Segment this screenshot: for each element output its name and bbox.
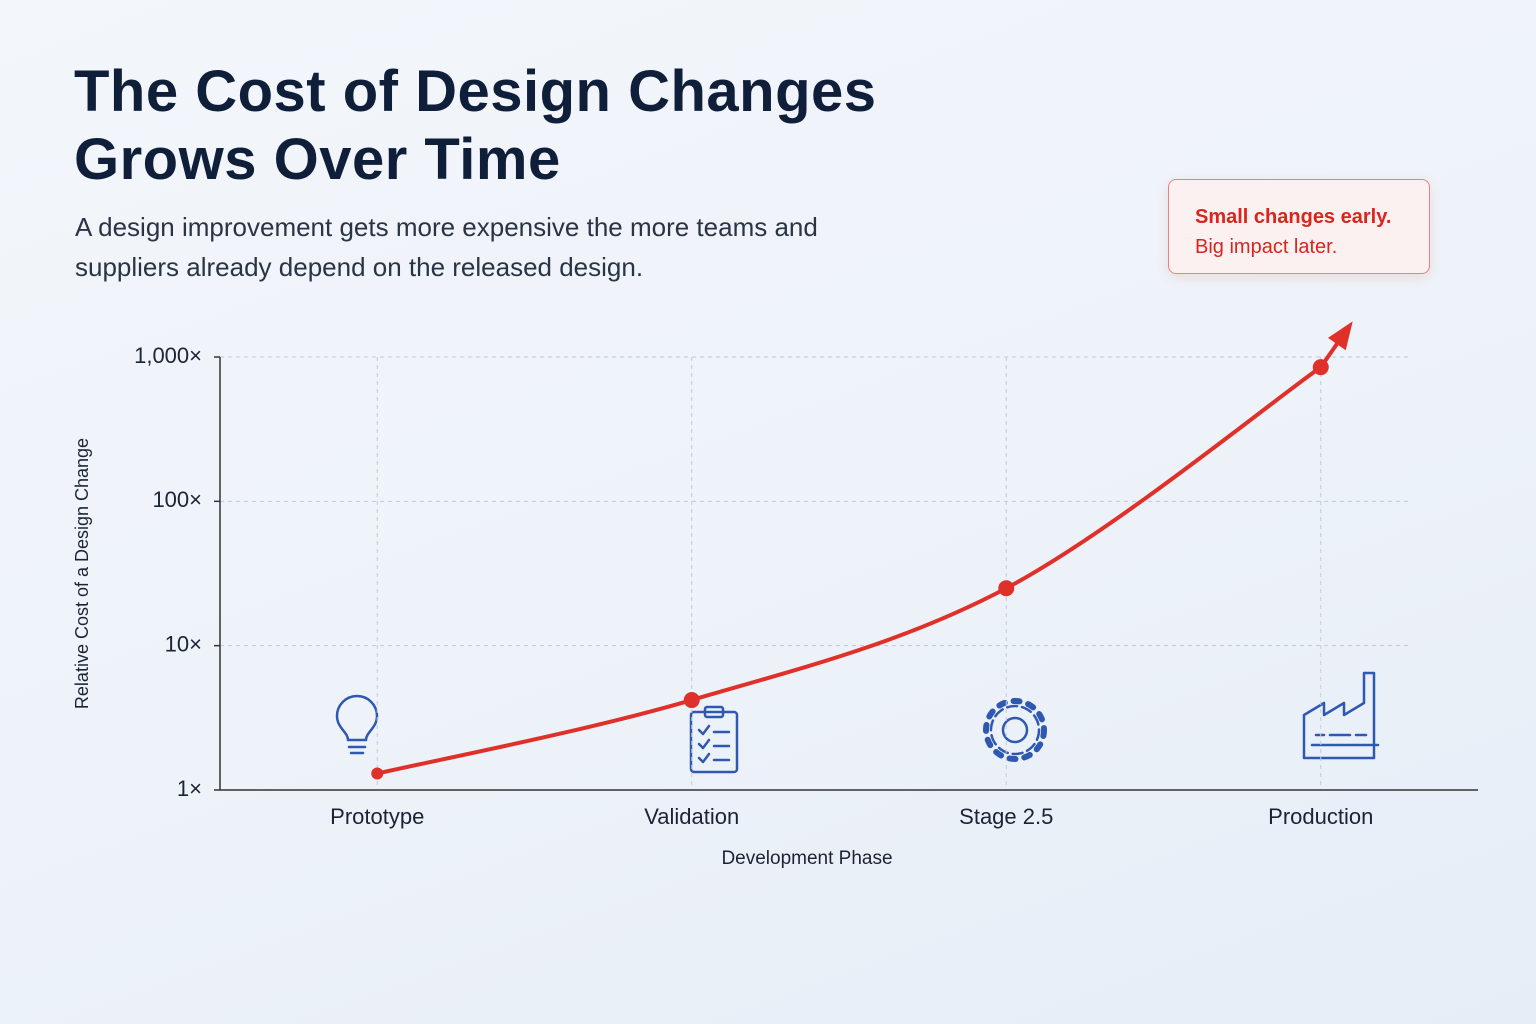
- point: [683, 692, 700, 709]
- cost-line: [375, 365, 1323, 776]
- x-axis-label: Development Phase: [721, 848, 892, 869]
- factory-icon: [1302, 671, 1380, 760]
- x-tick-label: Validation: [644, 804, 739, 829]
- point: [998, 580, 1015, 597]
- y-tick-label: 1×: [177, 776, 202, 801]
- chart-title: The Cost of Design Changes Grows Over Ti…: [74, 59, 877, 192]
- x-tick-label: Prototype: [330, 804, 424, 829]
- bulb-icon: [335, 694, 379, 755]
- point: [1312, 359, 1329, 376]
- clipboard-icon: [689, 705, 739, 774]
- x-tick-label: Stage 2.5: [959, 804, 1053, 829]
- phase-icons: [335, 671, 1380, 774]
- x-tick-label: Production: [1268, 804, 1373, 829]
- callout: Small changes early. Big impact later.: [1168, 179, 1430, 274]
- annotation: Small changes early.: [1195, 206, 1392, 228]
- y-tick-label: 10×: [165, 631, 202, 656]
- y-tick-label: 1,000×: [134, 343, 202, 368]
- arrow-head: [1327, 321, 1353, 351]
- y-axis-label: Relative Cost of a Design Change: [72, 438, 92, 709]
- chart-subtitle: A design improvement gets more expensive…: [75, 212, 818, 282]
- gear-icon: [983, 698, 1047, 762]
- point: [371, 767, 384, 780]
- y-tick-label: 100×: [152, 487, 202, 512]
- annotation: Big impact later.: [1195, 236, 1338, 258]
